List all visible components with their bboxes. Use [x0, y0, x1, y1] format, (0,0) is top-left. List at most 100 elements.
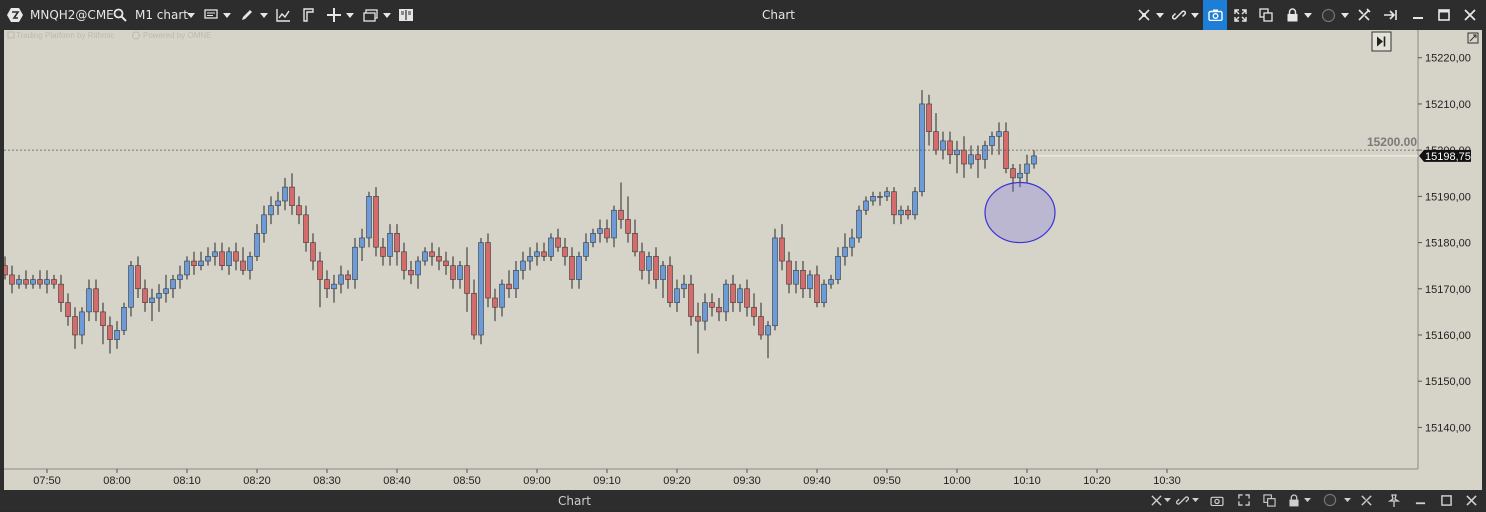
- pin-icon[interactable]: [1386, 490, 1402, 510]
- chevron-down-icon[interactable]: [1190, 490, 1200, 510]
- candle-body: [772, 237, 778, 327]
- candle: [611, 205, 617, 248]
- camera-icon[interactable]: [1209, 490, 1225, 510]
- indicator-chart-icon[interactable]: [275, 0, 291, 30]
- candle: [590, 228, 596, 248]
- candle-body: [296, 205, 302, 216]
- candle-body: [373, 196, 379, 248]
- chevron-down-icon[interactable]: [382, 0, 392, 30]
- candle-body: [359, 237, 365, 248]
- chevron-down-icon[interactable]: [1162, 490, 1172, 510]
- candle: [191, 251, 197, 275]
- minimize-icon[interactable]: [1412, 490, 1428, 510]
- x-tick-label: 09:00: [523, 475, 551, 487]
- candle: [149, 288, 155, 322]
- link-disabled-icon[interactable]: [1148, 490, 1164, 510]
- tools-icon[interactable]: [1358, 490, 1374, 510]
- candle-body: [835, 256, 841, 280]
- level-line-layer[interactable]: 15200.00 15198,75: [4, 135, 1471, 163]
- window-layout-icon[interactable]: [362, 0, 378, 30]
- symbol-label[interactable]: MNQH2@CME: [30, 8, 114, 22]
- candle-body: [513, 269, 519, 290]
- template-icon[interactable]: [299, 0, 315, 30]
- last-price-tag: [1419, 149, 1471, 162]
- x-tick-label: 09:30: [733, 475, 761, 487]
- candle: [828, 274, 834, 289]
- candle-body: [44, 279, 50, 285]
- candle-body: [751, 306, 757, 317]
- timeframe-dropdown[interactable]: M1 chart: [135, 8, 188, 22]
- bottom-window-title: Chart: [558, 494, 591, 508]
- candle: [282, 177, 288, 211]
- candle-body: [387, 233, 393, 257]
- candle: [72, 307, 78, 349]
- candle-body: [933, 131, 939, 151]
- time-axis[interactable]: 07:50 08:00 08:10 08:20 08:30 08:40 08:50 09:00…: [33, 469, 1181, 487]
- chevron-down-icon[interactable]: [1342, 490, 1352, 510]
- candle: [632, 219, 638, 257]
- candle-body: [744, 288, 750, 308]
- chevron-down-icon[interactable]: [259, 0, 269, 30]
- candle-body: [723, 283, 729, 313]
- price-chart[interactable]: Trading Platform by Rithmic Powered by O…: [4, 30, 1482, 490]
- watermark: Trading Platform by Rithmic Powered by O…: [7, 31, 211, 40]
- color-circle-icon[interactable]: [1319, 0, 1337, 30]
- chevron-down-icon[interactable]: [1155, 0, 1165, 30]
- chart-area[interactable]: Trading Platform by Rithmic Powered by O…: [4, 30, 1482, 490]
- restore-windows-icon[interactable]: [1261, 490, 1277, 510]
- close-icon[interactable]: [1463, 490, 1479, 510]
- candle-body: [436, 256, 442, 262]
- candle-body: [9, 274, 15, 285]
- scroll-to-end-button[interactable]: [1371, 31, 1392, 52]
- maximize-icon[interactable]: [1438, 490, 1454, 510]
- restore-windows-icon[interactable]: [1258, 0, 1274, 30]
- app-logo-icon[interactable]: [6, 0, 24, 30]
- candle: [429, 242, 435, 266]
- chat-icon[interactable]: [203, 0, 219, 30]
- x-tick-label: 10:00: [943, 475, 971, 487]
- highlight-ellipse[interactable]: [984, 181, 1056, 244]
- expand-icon[interactable]: [1236, 490, 1252, 510]
- color-circle-icon[interactable]: [1322, 490, 1338, 510]
- chevron-down-icon[interactable]: [1340, 0, 1350, 30]
- axis-corner-button[interactable]: [1467, 32, 1479, 44]
- book-icon[interactable]: [398, 0, 414, 30]
- maximize-icon[interactable]: [1436, 0, 1452, 30]
- close-icon[interactable]: [1462, 0, 1478, 30]
- candle-body: [422, 251, 428, 262]
- minimize-icon[interactable]: [1410, 0, 1426, 30]
- candle: [604, 219, 610, 243]
- crosshair-add-icon[interactable]: [326, 0, 342, 30]
- expand-icon[interactable]: [1232, 0, 1248, 30]
- dock-icon[interactable]: [1382, 0, 1398, 30]
- price-axis[interactable]: 15140,00 15150,00 15160,00 15170,00 15180,00…: [1418, 53, 1471, 435]
- candle-body: [849, 237, 855, 248]
- candle-body: [156, 293, 162, 299]
- candle-body: [562, 246, 568, 257]
- chevron-down-icon[interactable]: [1302, 490, 1312, 510]
- candle: [723, 279, 729, 322]
- pen-icon[interactable]: [239, 0, 255, 30]
- timeframe-chevron-down-icon[interactable]: [186, 0, 196, 30]
- link-icon[interactable]: [1174, 490, 1190, 510]
- candle-body: [100, 311, 106, 327]
- candle: [51, 274, 57, 289]
- search-icon[interactable]: [112, 0, 128, 30]
- link-icon[interactable]: [1171, 0, 1187, 30]
- candle: [198, 251, 204, 271]
- chevron-down-icon[interactable]: [345, 0, 355, 30]
- candle: [345, 270, 351, 289]
- lock-icon[interactable]: [1287, 490, 1301, 510]
- tools-icon[interactable]: [1356, 0, 1372, 30]
- candle-body: [597, 228, 603, 234]
- link-disabled-icon[interactable]: [1136, 0, 1152, 30]
- annotation-layer[interactable]: [984, 181, 1056, 244]
- candle-body: [219, 251, 225, 266]
- chevron-down-icon[interactable]: [222, 0, 232, 30]
- candle: [870, 191, 876, 206]
- candle-body: [870, 196, 876, 202]
- chevron-down-icon[interactable]: [1190, 0, 1200, 30]
- chevron-down-icon[interactable]: [1303, 0, 1313, 30]
- lock-icon[interactable]: [1285, 0, 1299, 30]
- camera-icon[interactable]: [1203, 0, 1227, 30]
